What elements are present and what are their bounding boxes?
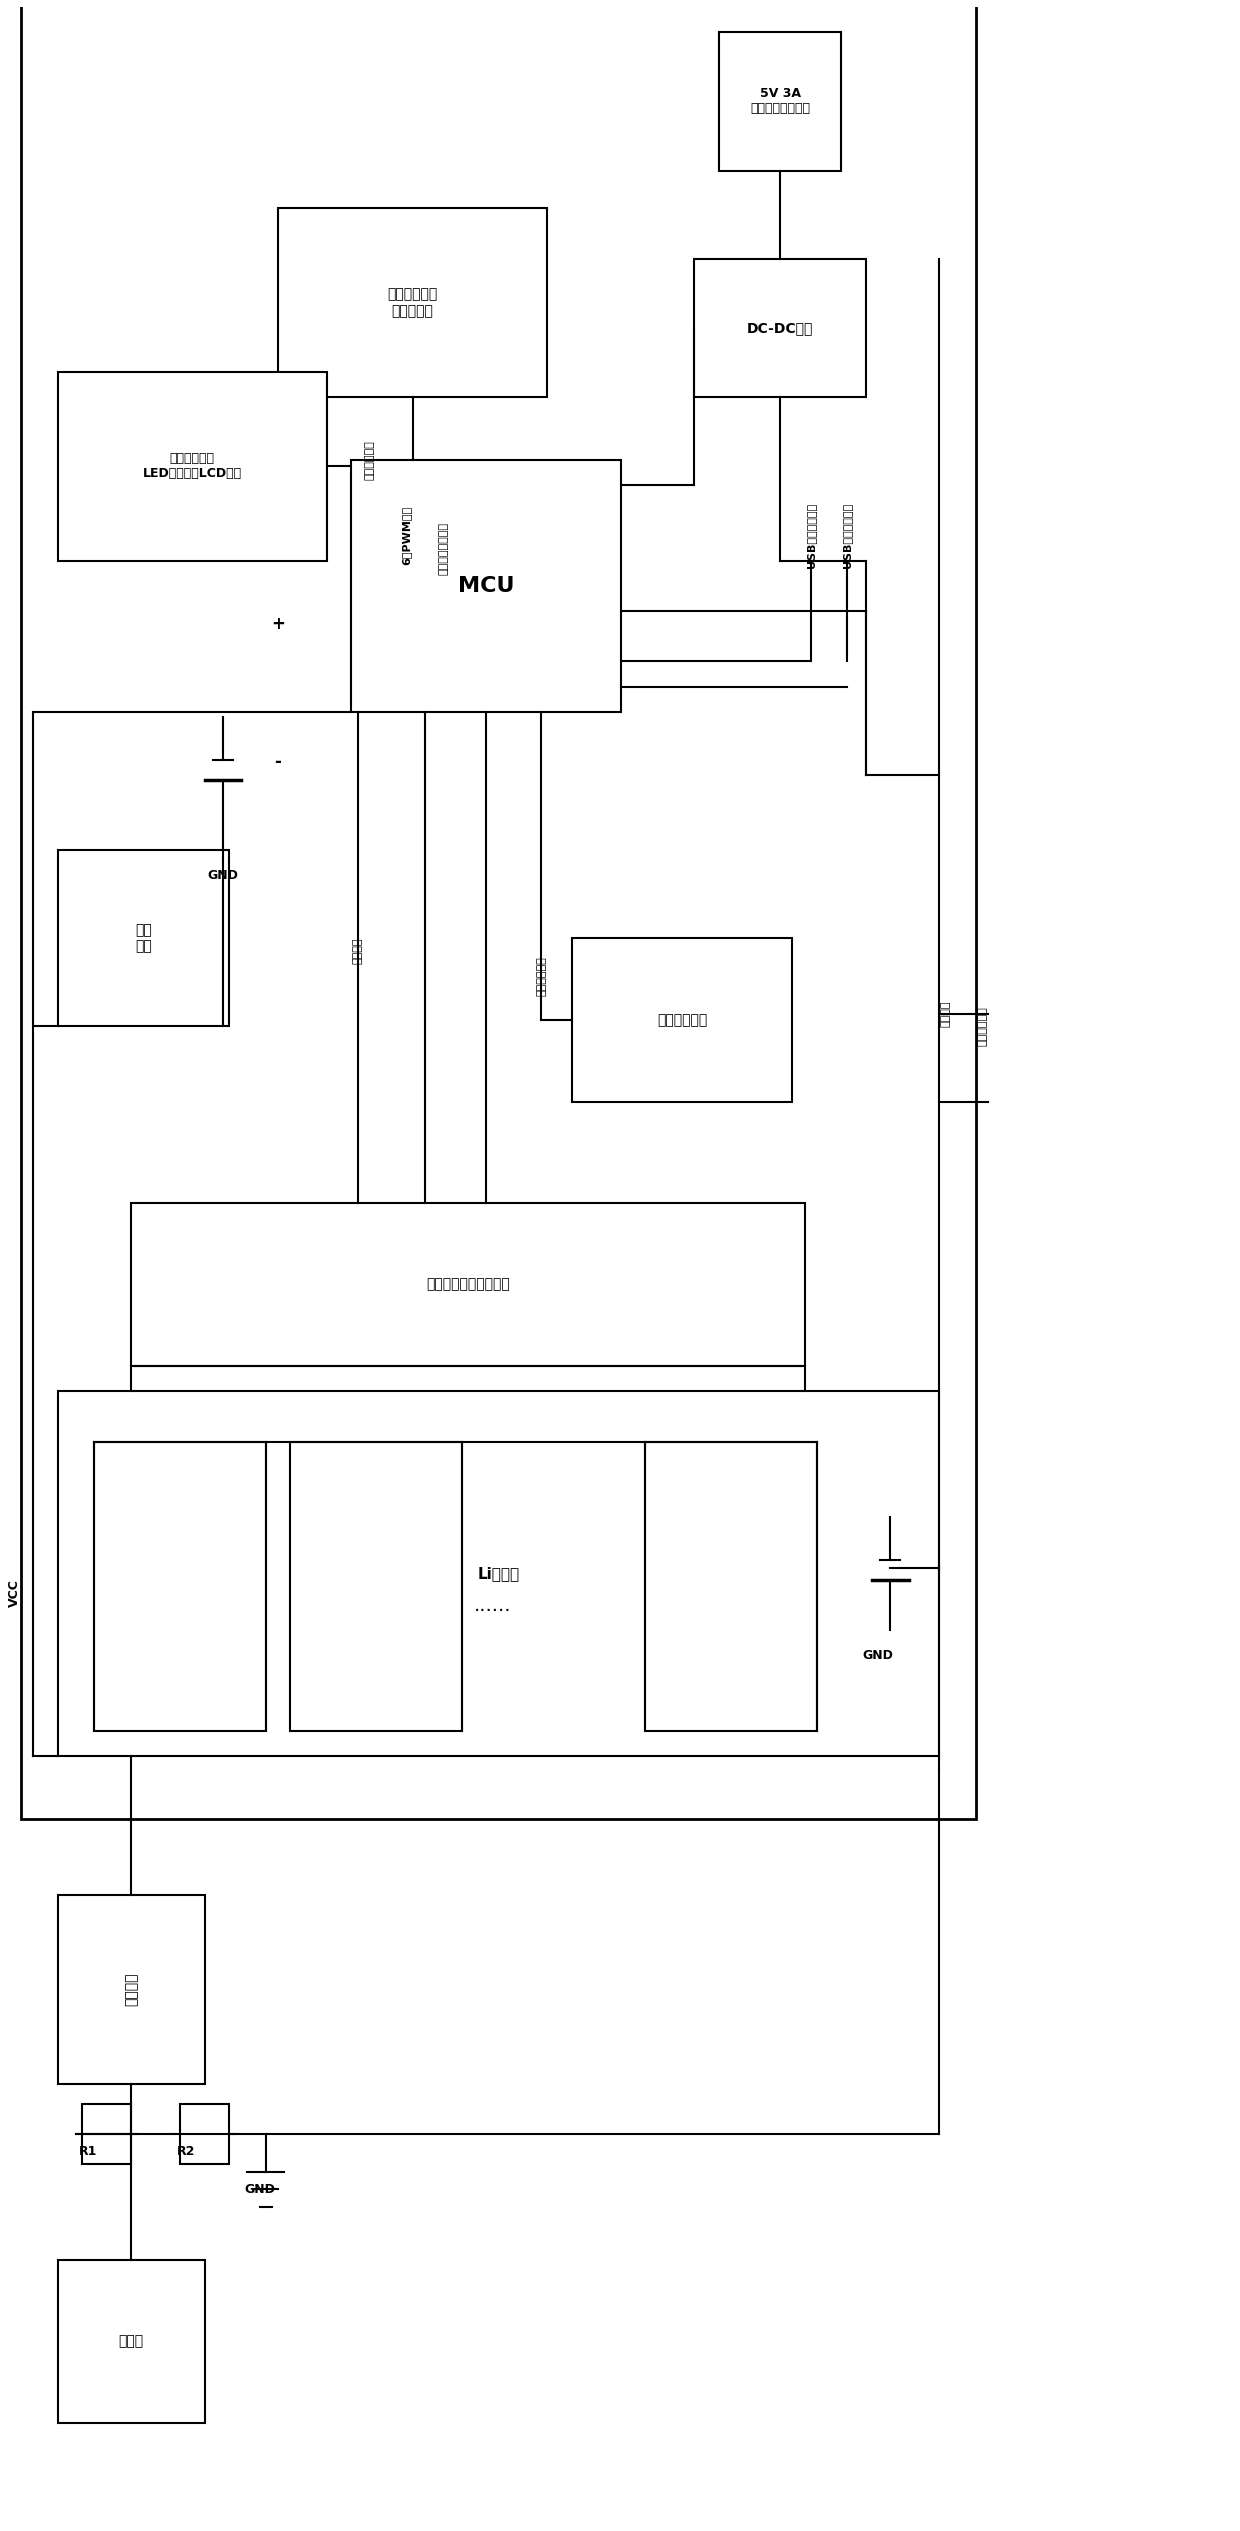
FancyBboxPatch shape <box>94 1443 265 1731</box>
Text: VCC: VCC <box>9 1579 21 1607</box>
FancyBboxPatch shape <box>57 2260 205 2422</box>
FancyBboxPatch shape <box>694 258 866 397</box>
FancyBboxPatch shape <box>21 0 976 1820</box>
Text: ......: ...... <box>474 1597 511 1615</box>
Text: 单节电池检测保护模块: 单节电池检测保护模块 <box>425 1278 510 1291</box>
FancyBboxPatch shape <box>131 1202 805 1367</box>
Text: 电量显示模块
LED灯显示、LCD屏等: 电量显示模块 LED灯显示、LCD屏等 <box>143 453 242 481</box>
Text: GND: GND <box>207 868 238 881</box>
Text: 保护信号: 保护信号 <box>352 936 362 964</box>
Text: -: - <box>274 754 281 772</box>
FancyBboxPatch shape <box>57 850 229 1028</box>
Text: 电量控制信号: 电量控制信号 <box>365 440 374 481</box>
Text: GND: GND <box>244 2182 275 2197</box>
Text: MCU: MCU <box>458 577 515 595</box>
FancyBboxPatch shape <box>719 33 841 170</box>
Text: GND: GND <box>863 1650 893 1663</box>
FancyBboxPatch shape <box>57 1896 205 2083</box>
Text: 无线通信模块: 无线通信模块 <box>657 1012 707 1028</box>
Text: R1: R1 <box>79 2146 98 2159</box>
Text: USB输出故障信号: USB输出故障信号 <box>842 504 852 567</box>
Text: 充电识别信号: 充电识别信号 <box>977 1007 987 1045</box>
Text: DC-DC降压: DC-DC降压 <box>746 321 813 334</box>
Text: 电池电压采集信号: 电池电压采集信号 <box>438 521 449 575</box>
FancyBboxPatch shape <box>290 1443 461 1731</box>
Text: Li电池包: Li电池包 <box>477 1567 520 1582</box>
FancyBboxPatch shape <box>645 1443 817 1731</box>
Text: 充电器: 充电器 <box>119 2334 144 2349</box>
Text: 5V 3A
（最大输出电流）: 5V 3A （最大输出电流） <box>750 89 810 116</box>
FancyBboxPatch shape <box>180 2103 229 2164</box>
Text: USB输出控制信号: USB输出控制信号 <box>806 504 816 567</box>
FancyBboxPatch shape <box>572 939 792 1101</box>
Text: 充电模块: 充电模块 <box>124 1972 138 2007</box>
Text: 6路PWM信号: 6路PWM信号 <box>402 506 412 564</box>
Text: 充电信号: 充电信号 <box>940 1000 950 1028</box>
Text: R2: R2 <box>177 2146 196 2159</box>
FancyBboxPatch shape <box>57 372 327 562</box>
Text: +: + <box>272 615 285 633</box>
FancyBboxPatch shape <box>351 461 621 711</box>
Text: 无线通信信号: 无线通信信号 <box>536 957 547 995</box>
FancyBboxPatch shape <box>57 1392 939 1757</box>
Text: 辅助
电源: 辅助 电源 <box>135 924 151 954</box>
FancyBboxPatch shape <box>82 2103 131 2164</box>
Text: 电机驱动模块
或其他设备: 电机驱动模块 或其他设备 <box>388 289 438 319</box>
FancyBboxPatch shape <box>278 208 547 397</box>
